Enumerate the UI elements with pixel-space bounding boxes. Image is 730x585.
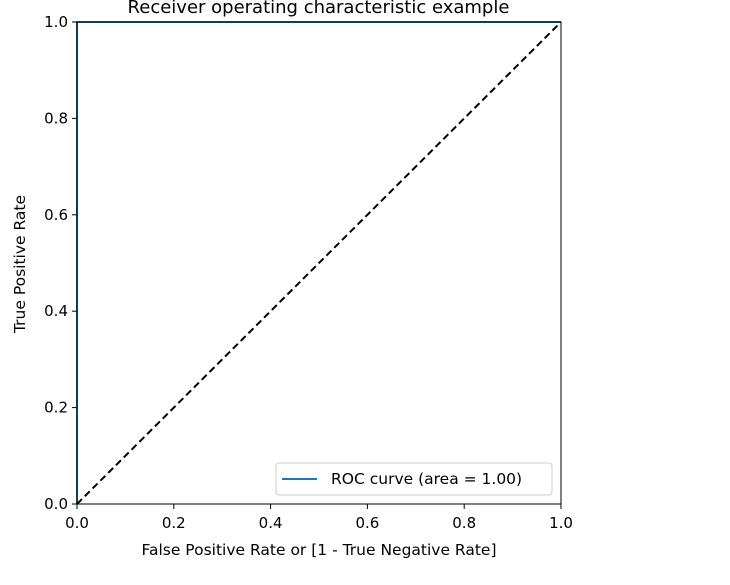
chart-title: Receiver operating characteristic exampl… xyxy=(128,0,510,18)
legend: ROC curve (area = 1.00) xyxy=(275,462,553,496)
x-axis-label: False Positive Rate or [1 - True Negativ… xyxy=(141,541,496,559)
x-axis-ticks: 0.0 0.2 0.4 0.6 0.8 1.0 xyxy=(65,504,573,532)
legend-box xyxy=(275,462,553,496)
y-tick-label: 0.8 xyxy=(44,109,68,127)
plot-frame xyxy=(76,21,562,505)
y-tick-label: 1.0 xyxy=(44,13,68,31)
plot-series xyxy=(76,21,562,505)
y-axis-label: True Positive Rate xyxy=(11,195,29,334)
x-tick-label: 0.8 xyxy=(452,514,476,532)
x-tick-label: 0.6 xyxy=(355,514,379,532)
x-tick-label: 1.0 xyxy=(549,514,573,532)
y-axis-ticks: 0.0 0.2 0.4 0.6 0.8 1.0 xyxy=(44,13,77,513)
y-tick-label: 0.2 xyxy=(44,399,68,417)
y-tick-label: 0.0 xyxy=(44,495,68,513)
x-tick-label: 0.2 xyxy=(162,514,186,532)
x-tick-label: 0.0 xyxy=(65,514,89,532)
y-tick-label: 0.6 xyxy=(44,206,68,224)
series-line-diagonal xyxy=(76,21,562,505)
legend-label-roc: ROC curve (area = 1.00) xyxy=(331,470,522,488)
y-tick-label: 0.4 xyxy=(44,302,68,320)
x-tick-label: 0.4 xyxy=(259,514,283,532)
